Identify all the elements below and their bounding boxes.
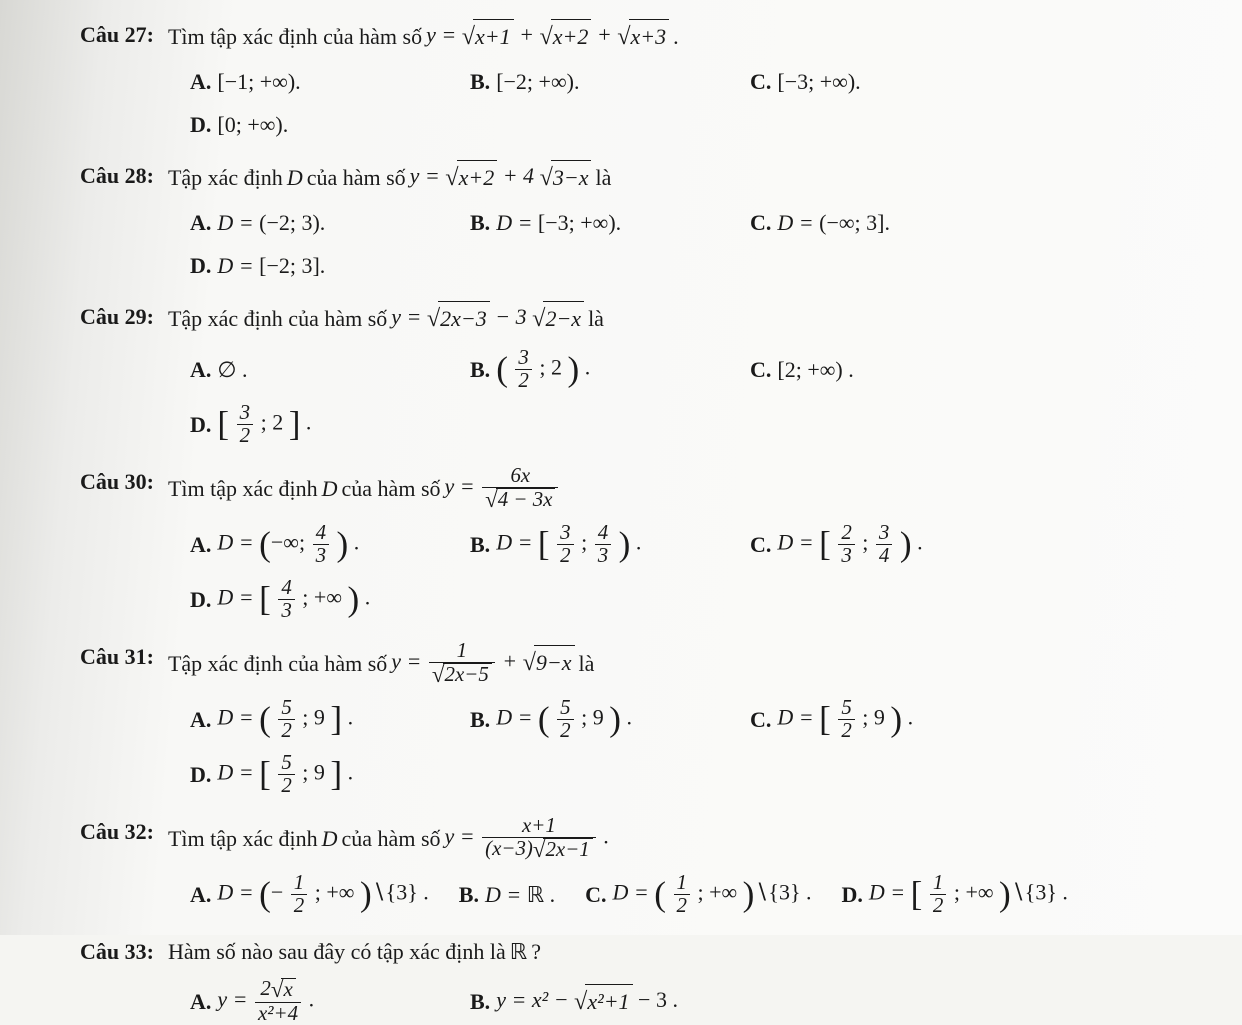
question-text: Tìm tập xác định D của hàm số y = 6x 4 −… [168,465,561,512]
option-d: D. D = [ 12 ; +∞ )∖{3} . [842,872,1068,917]
option-d: D.D = [−2; 3]. [190,249,410,282]
question-head: Câu 29: Tập xác định của hàm số y = 2x−3… [80,300,1202,337]
option-a: A. D = (− 12 ; +∞ )∖{3} . [190,872,429,917]
option-c: C. D = [ 52 ; 9 ) . [750,697,970,742]
question-33: Câu 33: Hàm số nào sau đây có tập xác đị… [80,935,1202,1025]
question-label: Câu 29: [80,300,154,333]
options: A. D = (−∞; 43 ) . B. D = [ 32 ; 43 ) . … [80,522,1202,622]
question-text: Hàm số nào sau đây có tập xác định là ℝ … [168,935,541,968]
option-d: D. D = [ 43 ; +∞ ) . [190,577,410,622]
interval: [ 32 ; 2 ] . [217,402,311,447]
question-text: Tìm tập xác định D của hàm số y = x+1 (x… [168,815,609,862]
question-head: Câu 31: Tập xác định của hàm số y = 1 2x… [80,640,1202,687]
formula: y = x+1 (x−3)2x−1 . [445,815,609,862]
option-b: B.[−2; +∞). [470,65,690,98]
text: Tìm tập xác định của hàm số [168,20,422,53]
question-head: Câu 30: Tìm tập xác định D của hàm số y … [80,465,1202,512]
question-head: Câu 27: Tìm tập xác định của hàm số y = … [80,18,1202,55]
question-32: Câu 32: Tìm tập xác định D của hàm số y … [80,815,1202,917]
option-a: A.D = (−2; 3). [190,206,410,239]
formula: y = x+1 + x+2 + x+3 [426,18,669,55]
options: A.D = (−2; 3). B.D = [−3; +∞). C.D = (−∞… [80,206,1202,282]
sqrt: x+3 [617,19,669,55]
question-head: Câu 28: Tập xác định D của hàm số y = x+… [80,159,1202,196]
option-c: C.[−3; +∞). [750,65,970,98]
option-b: B. D = [ 32 ; 43 ) . [470,522,690,567]
option-a: A. y = 2x x²+4 . [190,978,410,1025]
options: A. D = (− 12 ; +∞ )∖{3} . B.D = ℝ . C. D… [80,872,1202,917]
question-30: Câu 30: Tìm tập xác định D của hàm số y … [80,465,1202,622]
question-text: Tập xác định của hàm số y = 1 2x−5 + 9−x… [168,640,594,687]
question-label: Câu 28: [80,159,154,192]
question-label: Câu 30: [80,465,154,498]
question-label: Câu 31: [80,640,154,673]
formula: y = 6x 4 − 3x [445,465,561,512]
interval: ( 32 ; 2 ) . [496,347,590,392]
option-d: D.[0; +∞). [190,108,410,141]
formula: y = 1 2x−5 + 9−x [391,640,574,687]
option-a: A. D = (−∞; 43 ) . [190,522,410,567]
question-label: Câu 27: [80,18,154,51]
option-c: C. D = ( 12 ; +∞ )∖{3} . [585,872,811,917]
sqrt: x+2 [540,19,592,55]
formula: y = 2x−3 − 3 2−x [391,300,584,337]
sqrt: x+1 [462,19,514,55]
option-c: C.D = (−∞; 3]. [750,206,970,239]
option-b: B.D = [−3; +∞). [470,206,690,239]
options: A.∅ . B. ( 32 ; 2 ) . C.[2; +∞) . D. [ 3… [80,347,1202,447]
question-text: Tập xác định D của hàm số y = x+2 + 4 3−… [168,159,611,196]
question-head: Câu 33: Hàm số nào sau đây có tập xác đị… [80,935,1202,968]
option-b: B. ( 32 ; 2 ) . [470,347,690,392]
option-b: B. D = ( 52 ; 9 ) . [470,697,690,742]
question-text: Tập xác định của hàm số y = 2x−3 − 3 2−x… [168,300,604,337]
option-c: C. D = [ 23 ; 34 ) . [750,522,970,567]
question-text: Tìm tập xác định của hàm số y = x+1 + x+… [168,18,679,55]
question-label: Câu 32: [80,815,154,848]
option-a: A.[−1; +∞). [190,65,410,98]
question-label: Câu 33: [80,935,154,968]
question-27: Câu 27: Tìm tập xác định của hàm số y = … [80,18,1202,141]
question-31: Câu 31: Tập xác định của hàm số y = 1 2x… [80,640,1202,797]
option-a: A. D = ( 52 ; 9 ] . [190,697,410,742]
option-d: D. D = [ 52 ; 9 ] . [190,752,410,797]
text: . [673,20,679,53]
option-b: B.D = ℝ . [459,872,555,917]
option-c: C.[2; +∞) . [750,347,970,392]
exam-page: Câu 27: Tìm tập xác định của hàm số y = … [0,0,1242,935]
formula: y = x+2 + 4 3−x [410,159,592,196]
option-d: D. [ 32 ; 2 ] . [190,402,410,447]
options: A. D = ( 52 ; 9 ] . B. D = ( 52 ; 9 ) . … [80,697,1202,797]
question-head: Câu 32: Tìm tập xác định D của hàm số y … [80,815,1202,862]
question-29: Câu 29: Tập xác định của hàm số y = 2x−3… [80,300,1202,447]
options: A. y = 2x x²+4 . B. y = x² − x²+1 − 3 . [80,978,1202,1025]
question-28: Câu 28: Tập xác định D của hàm số y = x+… [80,159,1202,282]
option-a: A.∅ . [190,347,410,392]
option-b: B. y = x² − x²+1 − 3 . [470,978,870,1025]
options: A.[−1; +∞). B.[−2; +∞). C.[−3; +∞). D.[0… [80,65,1202,141]
